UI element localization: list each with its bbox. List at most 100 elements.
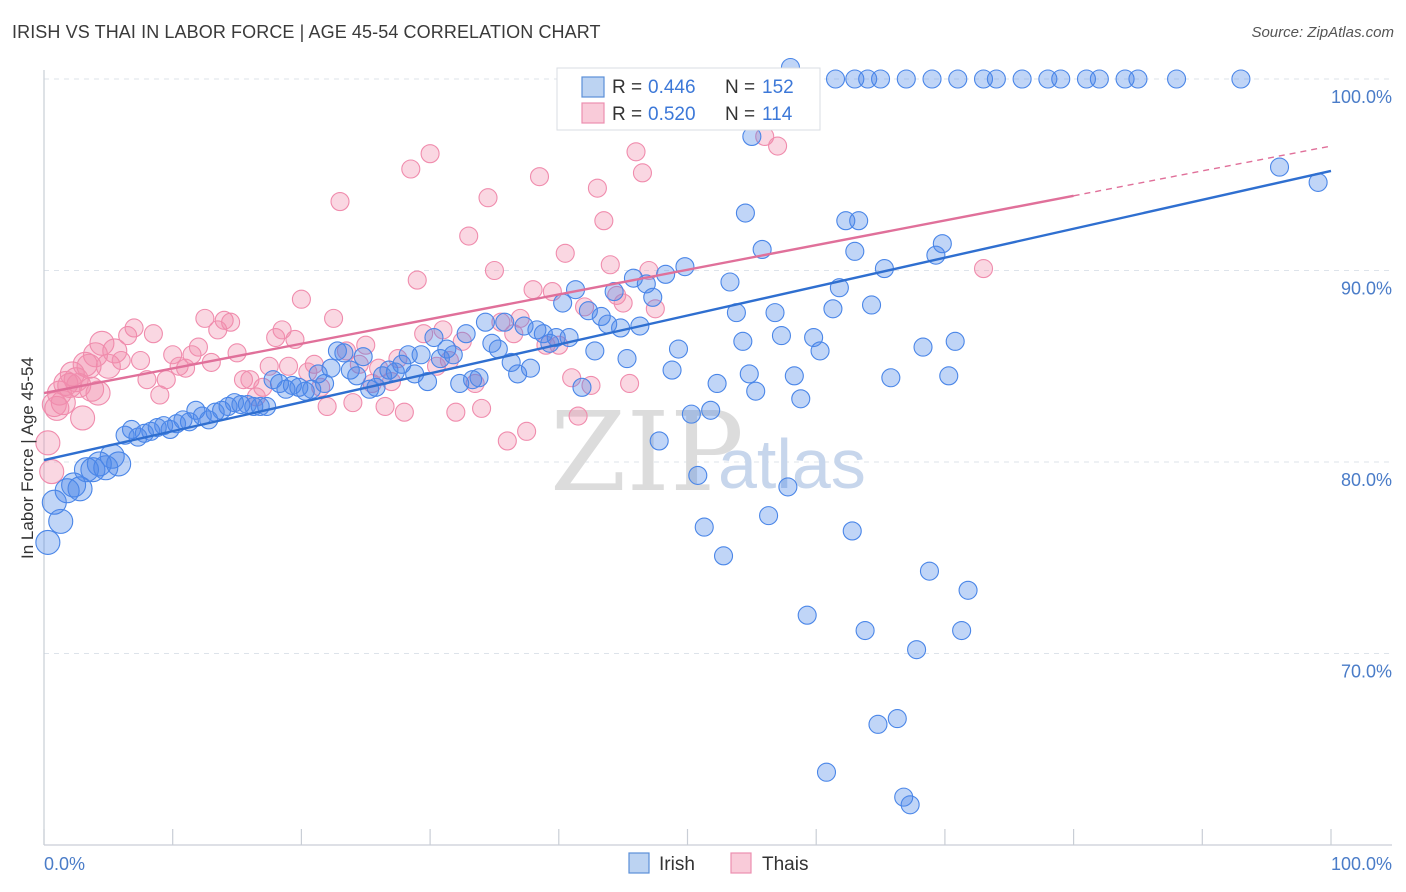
thais-point	[620, 373, 640, 394]
stats-irish-swatch	[581, 76, 605, 98]
thais-point	[291, 289, 311, 309]
irish-point	[810, 341, 830, 361]
irish-point	[845, 241, 865, 261]
irish-point	[958, 580, 978, 600]
legend: Irish Thais	[628, 852, 808, 875]
irish-point	[591, 306, 611, 327]
thais-points	[35, 67, 994, 485]
irish-point	[694, 517, 714, 537]
irish-point	[688, 465, 708, 485]
irish-point	[643, 287, 663, 307]
x-tick-label-min: 0.0%	[44, 854, 85, 874]
thais-point	[102, 338, 128, 364]
stats-thais-n-label: N =	[725, 104, 755, 125]
axes	[43, 70, 1392, 846]
thais-point	[317, 396, 337, 417]
gridlines	[44, 78, 1392, 654]
thais-point	[85, 380, 111, 406]
irish-point	[488, 339, 508, 359]
irish-point	[86, 451, 112, 477]
thais-point	[523, 280, 543, 300]
irish-point	[1012, 69, 1032, 89]
irish-point	[73, 457, 100, 483]
irish-point	[778, 477, 798, 497]
thais-point	[130, 350, 151, 371]
x-ticks	[43, 829, 1332, 845]
irish-point	[896, 69, 916, 89]
irish-point	[533, 324, 553, 344]
thais-point	[587, 178, 607, 198]
thais-point	[70, 405, 96, 431]
irish-point	[495, 312, 515, 332]
irish-point	[424, 327, 444, 348]
irish-point	[604, 282, 624, 302]
y-tick-label: 90.0%	[1341, 279, 1392, 299]
thais-point	[89, 330, 115, 356]
thais-point	[124, 318, 144, 338]
irish-trend-line	[43, 169, 1332, 462]
irish-point	[733, 331, 753, 351]
irish-point	[411, 345, 431, 365]
irish-point	[67, 476, 93, 502]
thais-point	[600, 255, 620, 275]
irish-point	[922, 69, 942, 89]
thais-point	[645, 299, 665, 319]
irish-point	[791, 389, 811, 409]
thais-point	[768, 136, 788, 156]
thais-point	[272, 320, 292, 340]
irish-point	[713, 546, 734, 566]
irish-point	[1128, 69, 1148, 89]
irish-point	[106, 451, 132, 477]
irish-point	[868, 714, 888, 734]
irish-point	[649, 431, 669, 451]
watermark-zip: ZIP	[550, 388, 744, 516]
irish-point	[295, 381, 315, 401]
stats-thais-n-value: 114	[762, 104, 793, 125]
irish-point	[501, 352, 521, 372]
thais-point	[188, 337, 208, 357]
thais-point	[214, 310, 234, 330]
irish-point	[681, 404, 701, 424]
irish-points	[35, 57, 1328, 815]
thais-point	[227, 343, 247, 363]
thais-point	[529, 167, 550, 187]
thais-point	[517, 421, 537, 441]
legend-irish-label: Irish	[659, 854, 695, 875]
irish-point	[913, 337, 933, 357]
thais-point	[973, 259, 994, 279]
thais-point	[555, 243, 575, 263]
irish-point	[668, 339, 689, 359]
thais-point	[497, 431, 517, 451]
thais-point	[50, 390, 76, 416]
thais-point	[195, 308, 215, 328]
irish-point	[861, 295, 882, 315]
thais-point	[330, 192, 350, 212]
irish-point	[514, 316, 534, 336]
irish-point	[463, 370, 483, 390]
irish-point	[945, 331, 965, 351]
irish-point	[894, 787, 914, 807]
irish-point	[585, 341, 605, 361]
irish-point	[919, 561, 940, 581]
irish-point	[907, 640, 927, 660]
thais-point	[233, 370, 254, 390]
thais-point	[626, 142, 646, 162]
irish-point	[347, 366, 367, 386]
irish-point	[35, 529, 61, 555]
irish-point	[816, 762, 837, 782]
thais-point	[562, 368, 582, 388]
thais-point	[156, 370, 176, 390]
irish-point	[932, 234, 952, 254]
irish-point	[48, 508, 74, 534]
irish-point	[334, 343, 354, 363]
source-credit: Source: ZipAtlas.com	[1251, 24, 1394, 41]
irish-point	[430, 349, 450, 369]
irish-point	[870, 69, 891, 89]
thais-point	[568, 406, 588, 426]
y-tick-label: 80.0%	[1341, 470, 1392, 490]
irish-point	[456, 324, 476, 344]
thais-point	[35, 430, 61, 456]
stats-irish-r-value: 0.446	[648, 77, 696, 98]
watermark-atlas: atlas	[718, 425, 866, 503]
